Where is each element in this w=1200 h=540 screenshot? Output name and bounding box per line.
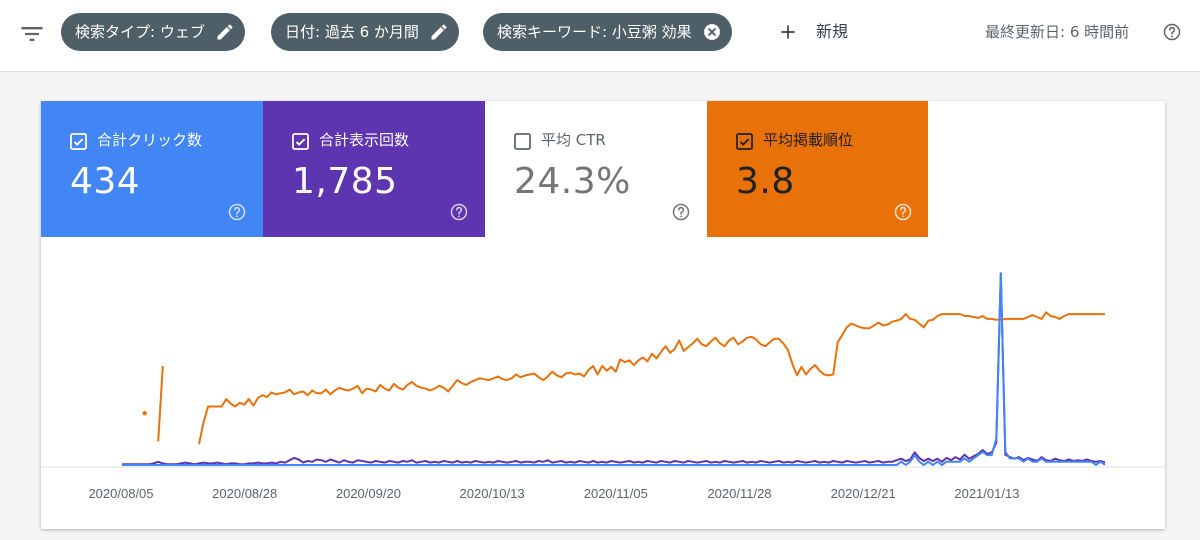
close-circle-icon[interactable] [702, 22, 722, 42]
metric-value: 24.3% [514, 161, 631, 202]
checkbox-unchecked-icon[interactable] [513, 132, 532, 151]
x-tick-label: 2020/08/05 [88, 486, 153, 501]
checkbox-checked-icon[interactable] [735, 132, 754, 151]
metric-label: 合計クリック数 [97, 131, 203, 149]
x-tick-label: 2020/09/20 [336, 486, 401, 501]
x-tick-label: 2020/10/13 [460, 486, 525, 501]
checkbox-checked-icon[interactable] [291, 132, 310, 151]
x-tick-label: 2020/08/28 [212, 486, 277, 501]
filter-icon[interactable] [18, 20, 46, 48]
chip-label: 検索タイプ: ウェブ [75, 23, 205, 41]
performance-card: 合計クリック数 434 合計表示回数 1,785 平均 CTR 24.3% [41, 101, 1165, 529]
date-filter-chip[interactable]: 日付: 過去 6 か月間 [271, 13, 459, 51]
x-tick-layer: 2020/08/05 2020/08/28 2020/09/20 2020/10/13… [88, 486, 1019, 501]
position-point [142, 410, 147, 416]
impressions-line [122, 272, 1106, 466]
total-impressions-tile[interactable]: 合計表示回数 1,785 [263, 101, 485, 237]
position-line [157, 365, 164, 442]
last-updated-text: 最終更新日: 6 時間前 [985, 23, 1130, 41]
help-icon[interactable] [893, 202, 913, 222]
help-icon[interactable] [671, 202, 691, 222]
help-icon[interactable] [449, 202, 469, 222]
checkbox-checked-icon[interactable] [69, 132, 88, 151]
series-layer [122, 272, 1106, 466]
chip-label: 検索キーワード: 小豆粥 効果 [497, 23, 692, 41]
series-position [142, 311, 1105, 445]
query-filter-chip[interactable]: 検索キーワード: 小豆粥 効果 [483, 13, 732, 51]
x-tick-label: 2020/12/21 [831, 486, 896, 501]
x-tick-label: 2021/01/13 [954, 486, 1019, 501]
filter-bar: 検索タイプ: ウェブ 日付: 過去 6 か月間 検索キーワード: 小豆粥 効果 … [0, 0, 1200, 72]
pencil-icon[interactable] [215, 22, 235, 42]
average-ctr-tile[interactable]: 平均 CTR 24.3% [485, 101, 707, 237]
x-tick-label: 2020/11/05 [584, 486, 648, 501]
position-line [198, 311, 1105, 445]
new-filter-button[interactable]: 新規 [776, 13, 848, 51]
average-position-tile[interactable]: 平均掲載順位 3.8 [707, 101, 928, 237]
search-type-filter-chip[interactable]: 検索タイプ: ウェブ [61, 13, 245, 51]
chip-label: 日付: 過去 6 か月間 [285, 23, 419, 41]
metric-value: 3.8 [736, 161, 795, 202]
metric-label: 平均 CTR [541, 131, 606, 149]
pencil-icon[interactable] [429, 22, 449, 42]
metric-label: 合計表示回数 [319, 131, 410, 149]
metric-value: 434 [70, 161, 141, 202]
x-tick-label: 2020/11/28 [707, 486, 771, 501]
metric-value: 1,785 [292, 161, 398, 202]
series-impressions [122, 272, 1106, 466]
plus-icon [781, 25, 795, 39]
clicks-line [122, 272, 1106, 466]
total-clicks-tile[interactable]: 合計クリック数 434 [41, 101, 263, 237]
performance-chart[interactable]: 2020/08/05 2020/08/28 2020/09/20 2020/10/13… [41, 237, 1165, 529]
series-clicks [122, 272, 1106, 466]
metric-label: 平均掲載順位 [763, 131, 854, 149]
help-icon[interactable] [227, 202, 247, 222]
new-filter-label: 新規 [816, 22, 849, 41]
help-icon[interactable] [1162, 22, 1182, 42]
